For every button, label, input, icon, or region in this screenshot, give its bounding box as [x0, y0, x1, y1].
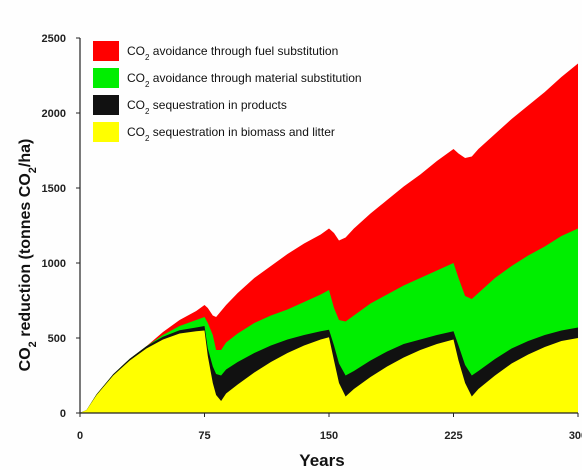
- stacked-areas: [80, 63, 578, 413]
- legend-label-co2-avoidance-through-material-substitution: CO2 avoidance through material substitut…: [127, 71, 362, 89]
- y-tick-label: 2500: [42, 33, 66, 45]
- x-axis-ticks: 0 75 150 225 300: [77, 413, 582, 442]
- legend-label-co2-sequestration-in-biomass-and-litter: CO2 sequestration in biomass and litter: [127, 125, 335, 143]
- legend-swatch-co2-avoidance-through-fuel-substitution: [93, 41, 119, 61]
- legend-swatch-co2-avoidance-through-material-substitution: [93, 68, 119, 88]
- x-tick-label: 300: [569, 430, 582, 442]
- legend-swatch-co2-sequestration-in-products: [93, 95, 119, 115]
- y-tick-label: 2000: [42, 108, 66, 120]
- y-tick-label: 1500: [42, 183, 66, 195]
- y-tick-label: 0: [60, 408, 66, 420]
- x-tick-label: 0: [77, 430, 83, 442]
- x-axis-label: Years: [299, 451, 344, 470]
- y-axis-label: CO2 reduction (tonnes CO2/ha): [17, 139, 39, 372]
- area-co2-sequestration-in-biomass-and-litter: [80, 330, 578, 413]
- x-tick-label: 75: [198, 430, 210, 442]
- legend-label-co2-sequestration-in-products: CO2 sequestration in products: [127, 98, 287, 116]
- x-tick-label: 150: [320, 430, 338, 442]
- legend-swatch-co2-sequestration-in-biomass-and-litter: [93, 122, 119, 142]
- y-tick-label: 500: [48, 333, 66, 345]
- y-tick-label: 1000: [42, 258, 66, 270]
- legend: CO2 avoidance through fuel substitution C…: [93, 41, 362, 143]
- legend-label-co2-avoidance-through-fuel-substitution: CO2 avoidance through fuel substitution: [127, 44, 338, 62]
- x-tick-label: 225: [444, 430, 462, 442]
- y-axis-ticks: 0 500 1000 1500 2000 2500: [42, 33, 80, 420]
